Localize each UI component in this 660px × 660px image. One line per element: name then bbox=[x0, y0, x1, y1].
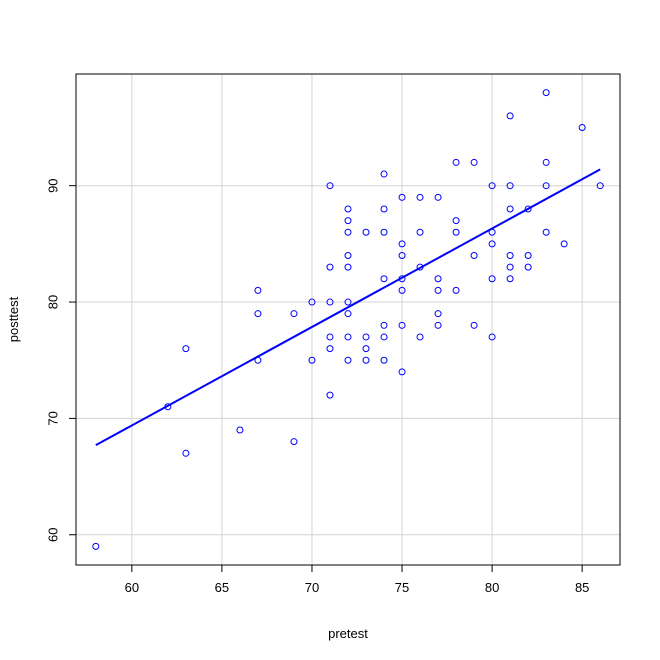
data-point bbox=[380, 356, 388, 364]
data-point bbox=[326, 298, 334, 306]
data-point bbox=[380, 228, 388, 236]
y-axis-label: posttest bbox=[6, 296, 21, 342]
data-point bbox=[398, 321, 406, 329]
data-point bbox=[362, 356, 370, 364]
data-point bbox=[596, 182, 604, 190]
data-point bbox=[326, 345, 334, 353]
data-point bbox=[470, 158, 478, 166]
data-point bbox=[452, 286, 460, 294]
data-point bbox=[560, 240, 568, 248]
y-tick-label: 70 bbox=[45, 411, 60, 425]
x-tick-label: 85 bbox=[575, 580, 589, 595]
data-point bbox=[416, 333, 424, 341]
data-point bbox=[488, 333, 496, 341]
data-point bbox=[380, 333, 388, 341]
data-point bbox=[362, 345, 370, 353]
data-point bbox=[434, 310, 442, 318]
data-point bbox=[452, 158, 460, 166]
data-point bbox=[362, 228, 370, 236]
data-point bbox=[452, 217, 460, 225]
x-tick-label: 80 bbox=[485, 580, 499, 595]
data-point bbox=[398, 193, 406, 201]
data-point bbox=[416, 228, 424, 236]
data-point bbox=[254, 310, 262, 318]
data-point bbox=[524, 252, 532, 260]
data-point bbox=[488, 275, 496, 283]
data-point bbox=[344, 252, 352, 260]
data-point bbox=[344, 205, 352, 213]
data-point bbox=[578, 124, 586, 132]
data-point bbox=[452, 228, 460, 236]
data-point bbox=[506, 112, 514, 120]
data-point bbox=[470, 252, 478, 260]
data-point bbox=[434, 321, 442, 329]
data-point bbox=[380, 321, 388, 329]
data-point bbox=[290, 438, 298, 446]
data-point bbox=[542, 182, 550, 190]
y-tick-label: 60 bbox=[45, 528, 60, 542]
data-point bbox=[398, 368, 406, 376]
x-axis-label: pretest bbox=[328, 626, 368, 641]
data-point bbox=[344, 310, 352, 318]
data-point bbox=[416, 193, 424, 201]
data-point bbox=[344, 356, 352, 364]
data-point bbox=[434, 275, 442, 283]
data-point bbox=[326, 391, 334, 399]
data-point bbox=[542, 89, 550, 97]
regression-line bbox=[95, 168, 601, 447]
data-point bbox=[308, 298, 316, 306]
data-point bbox=[506, 263, 514, 271]
data-point bbox=[542, 228, 550, 236]
data-point bbox=[506, 252, 514, 260]
x-tick-label: 65 bbox=[215, 580, 229, 595]
data-point bbox=[506, 205, 514, 213]
data-point bbox=[326, 182, 334, 190]
data-point bbox=[506, 182, 514, 190]
data-point bbox=[398, 240, 406, 248]
data-point bbox=[254, 286, 262, 294]
points-layer bbox=[92, 89, 604, 550]
grid-layer bbox=[76, 74, 620, 565]
data-point bbox=[326, 263, 334, 271]
data-point bbox=[524, 263, 532, 271]
data-point bbox=[380, 170, 388, 178]
data-point bbox=[398, 286, 406, 294]
data-point bbox=[344, 217, 352, 225]
data-point bbox=[470, 321, 478, 329]
data-point bbox=[236, 426, 244, 434]
data-point bbox=[326, 333, 334, 341]
data-point bbox=[524, 205, 532, 213]
data-point bbox=[398, 252, 406, 260]
data-point bbox=[434, 193, 442, 201]
x-tick-label: 60 bbox=[125, 580, 139, 595]
data-point bbox=[290, 310, 298, 318]
data-point bbox=[488, 240, 496, 248]
data-point bbox=[344, 298, 352, 306]
data-point bbox=[344, 263, 352, 271]
data-point bbox=[344, 228, 352, 236]
data-point bbox=[182, 449, 190, 457]
data-point bbox=[488, 182, 496, 190]
data-point bbox=[434, 286, 442, 294]
data-point bbox=[380, 275, 388, 283]
data-point bbox=[182, 345, 190, 353]
axes-layer: 60 65 70 75 80 85 60 70 80 90 bbox=[45, 178, 589, 595]
data-point bbox=[344, 333, 352, 341]
x-tick-label: 70 bbox=[305, 580, 319, 595]
data-point bbox=[92, 542, 100, 550]
y-tick-label: 90 bbox=[45, 178, 60, 192]
x-tick-label: 75 bbox=[395, 580, 409, 595]
data-point bbox=[308, 356, 316, 364]
data-point bbox=[362, 333, 370, 341]
data-point bbox=[506, 275, 514, 283]
data-point bbox=[380, 205, 388, 213]
data-point bbox=[542, 158, 550, 166]
y-tick-label: 80 bbox=[45, 295, 60, 309]
